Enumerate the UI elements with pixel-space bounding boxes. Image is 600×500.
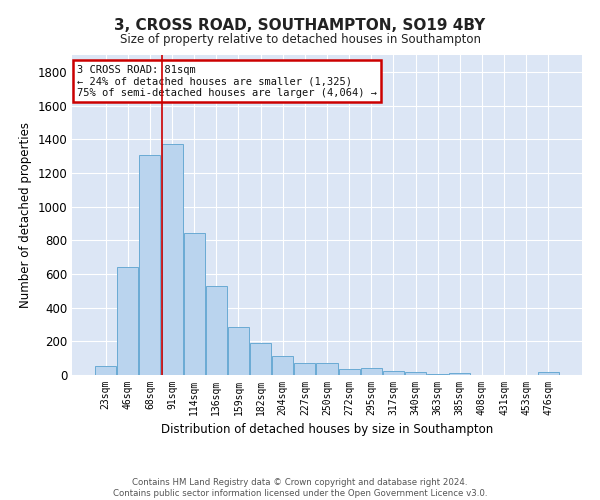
Bar (316, 363, 338, 375)
Y-axis label: Number of detached properties: Number of detached properties (19, 122, 32, 308)
Bar (338, 369, 359, 375)
Text: Size of property relative to detached houses in Southampton: Size of property relative to detached ho… (119, 32, 481, 46)
Bar (161, 144, 182, 375)
Bar (449, 374, 470, 375)
Bar (427, 374, 448, 375)
Bar (250, 343, 271, 375)
Text: 3, CROSS ROAD, SOUTHAMPTON, SO19 4BY: 3, CROSS ROAD, SOUTHAMPTON, SO19 4BY (115, 18, 485, 32)
Text: 3 CROSS ROAD: 81sqm
← 24% of detached houses are smaller (1,325)
75% of semi-det: 3 CROSS ROAD: 81sqm ← 24% of detached ho… (77, 64, 377, 98)
Bar (118, 267, 139, 375)
Bar (272, 356, 293, 375)
Text: Contains HM Land Registry data © Crown copyright and database right 2024.
Contai: Contains HM Land Registry data © Crown c… (113, 478, 487, 498)
Bar (361, 368, 382, 375)
Bar (295, 363, 316, 375)
Bar (228, 327, 249, 375)
Bar (95, 366, 116, 375)
Bar (184, 232, 205, 375)
Bar (538, 372, 559, 375)
Bar (139, 155, 160, 375)
X-axis label: Distribution of detached houses by size in Southampton: Distribution of detached houses by size … (161, 424, 493, 436)
Bar (383, 371, 404, 375)
Bar (206, 286, 227, 375)
Bar (405, 372, 426, 375)
